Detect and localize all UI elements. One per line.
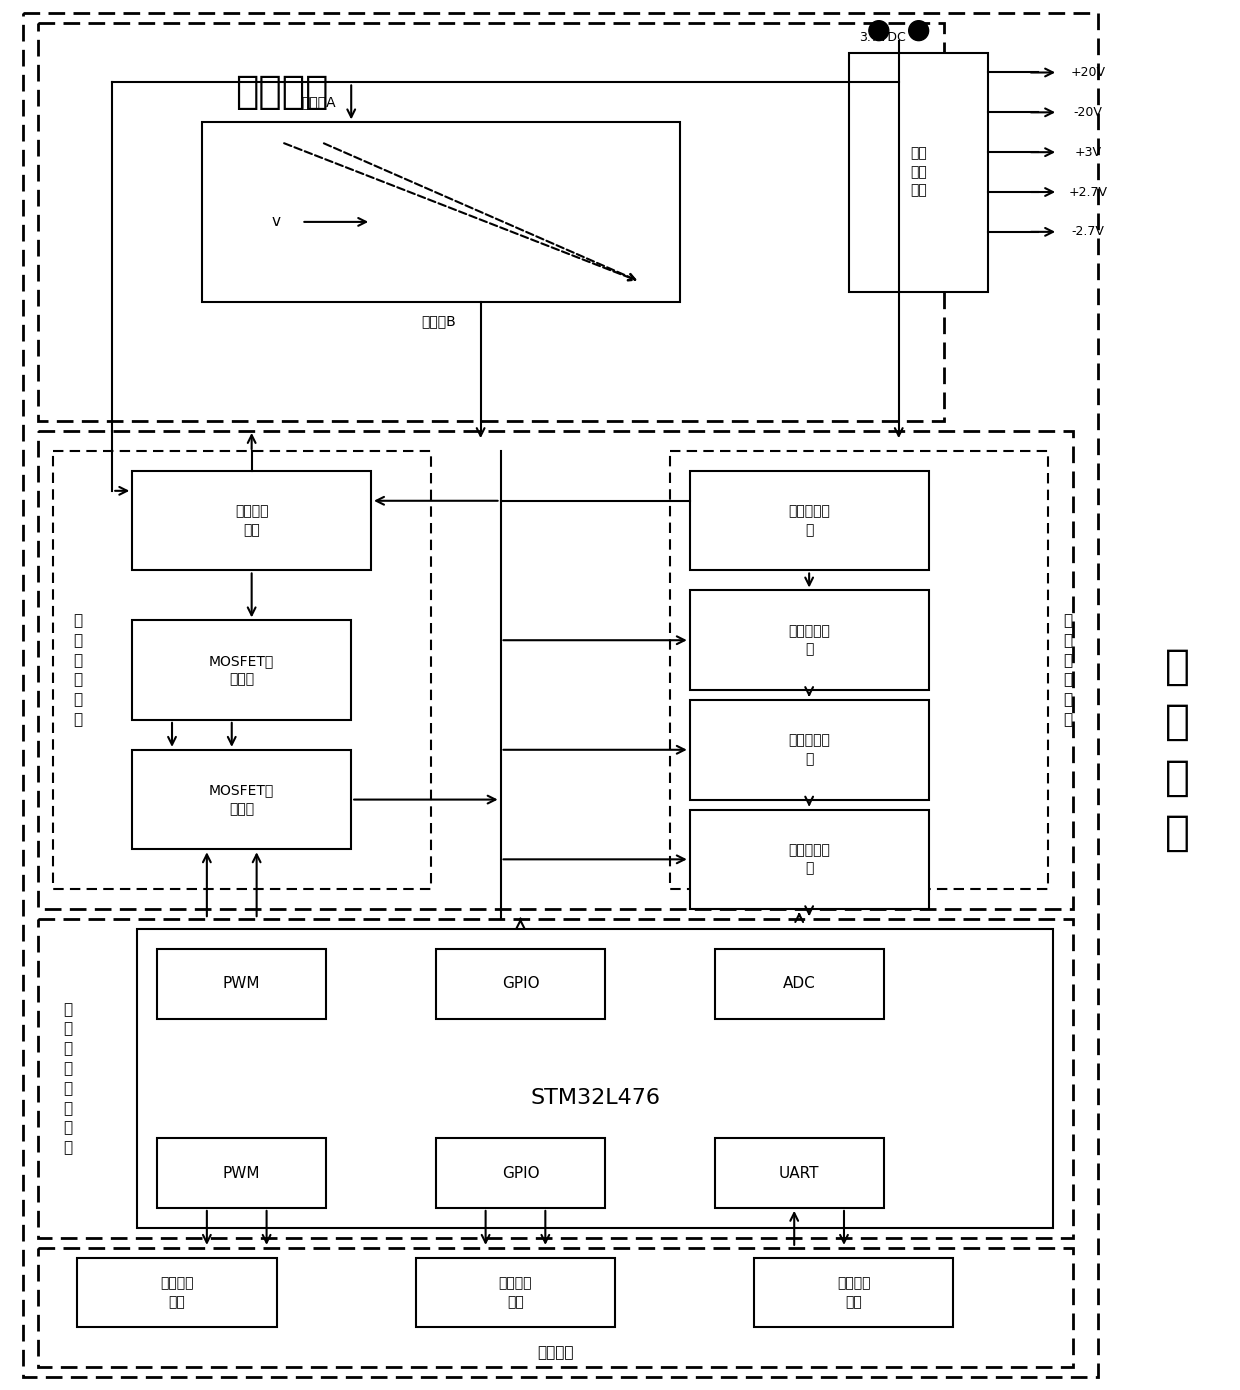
Bar xyxy=(202,122,680,302)
Text: 一次仪表: 一次仪表 xyxy=(234,74,329,111)
Bar xyxy=(689,809,929,909)
Text: 激励选通
电路: 激励选通 电路 xyxy=(234,505,268,537)
Text: 回波选通电
路: 回波选通电 路 xyxy=(789,505,830,537)
Bar xyxy=(714,1138,884,1208)
Text: 串口通讯
电路: 串口通讯 电路 xyxy=(837,1276,870,1309)
Bar xyxy=(157,1138,326,1208)
Bar xyxy=(435,949,605,1019)
Text: +2.7V: +2.7V xyxy=(1069,185,1107,199)
Text: 液晶显示
电路: 液晶显示 电路 xyxy=(498,1276,532,1309)
Bar xyxy=(849,53,988,292)
Text: 通讯模块: 通讯模块 xyxy=(537,1346,574,1359)
Circle shape xyxy=(869,21,889,40)
Text: v: v xyxy=(272,214,280,229)
Bar xyxy=(133,620,351,720)
Bar xyxy=(133,471,371,570)
Text: 电源
管理
模块: 电源 管理 模块 xyxy=(910,147,928,197)
Text: 换能器B: 换能器B xyxy=(420,314,455,328)
Text: PWM: PWM xyxy=(223,976,260,991)
Text: +20V: +20V xyxy=(1070,65,1105,79)
Bar xyxy=(689,591,929,689)
Bar xyxy=(138,929,1053,1227)
Bar xyxy=(689,701,929,799)
Text: 二级放大电
路: 二级放大电 路 xyxy=(789,844,830,876)
Bar xyxy=(37,1248,1073,1368)
Bar xyxy=(22,13,1097,1377)
Bar xyxy=(37,431,1073,909)
Text: 数
字
信
号
处
理
模
块: 数 字 信 号 处 理 模 块 xyxy=(63,1002,72,1155)
Text: 二
次
仪
表: 二 次 仪 表 xyxy=(1166,646,1190,853)
Text: 带通滤波电
路: 带通滤波电 路 xyxy=(789,734,830,766)
Text: 脉冲上传
电路: 脉冲上传 电路 xyxy=(160,1276,193,1309)
Text: 换能器A: 换能器A xyxy=(301,96,336,110)
Text: ADC: ADC xyxy=(782,976,816,991)
Bar xyxy=(714,949,884,1019)
Bar xyxy=(133,749,351,849)
Text: 3.7VDC: 3.7VDC xyxy=(859,31,905,44)
Text: GPIO: GPIO xyxy=(502,1166,539,1180)
Text: GPIO: GPIO xyxy=(502,976,539,991)
Text: PWM: PWM xyxy=(223,1166,260,1180)
Bar xyxy=(754,1258,954,1327)
Text: -20V: -20V xyxy=(1074,106,1102,118)
Text: MOSFET升
压电路: MOSFET升 压电路 xyxy=(210,653,274,687)
Bar xyxy=(52,450,430,890)
Bar xyxy=(415,1258,615,1327)
Circle shape xyxy=(909,21,929,40)
Text: +3V: +3V xyxy=(1074,146,1101,158)
Text: 一级放大电
路: 一级放大电 路 xyxy=(789,624,830,656)
Text: UART: UART xyxy=(779,1166,820,1180)
Bar xyxy=(77,1258,277,1327)
Bar xyxy=(37,919,1073,1238)
Text: 回
波
调
理
模
块: 回 波 调 理 模 块 xyxy=(1064,613,1073,727)
Text: -2.7V: -2.7V xyxy=(1071,225,1105,238)
Bar xyxy=(37,22,944,421)
Text: STM32L476: STM32L476 xyxy=(531,1088,660,1108)
Bar xyxy=(157,949,326,1019)
Bar xyxy=(670,450,1048,890)
Text: MOSFET驱
动电路: MOSFET驱 动电路 xyxy=(210,784,274,816)
Bar xyxy=(689,471,929,570)
Bar xyxy=(435,1138,605,1208)
Text: 激
励
电
路
模
块: 激 励 电 路 模 块 xyxy=(73,613,82,727)
